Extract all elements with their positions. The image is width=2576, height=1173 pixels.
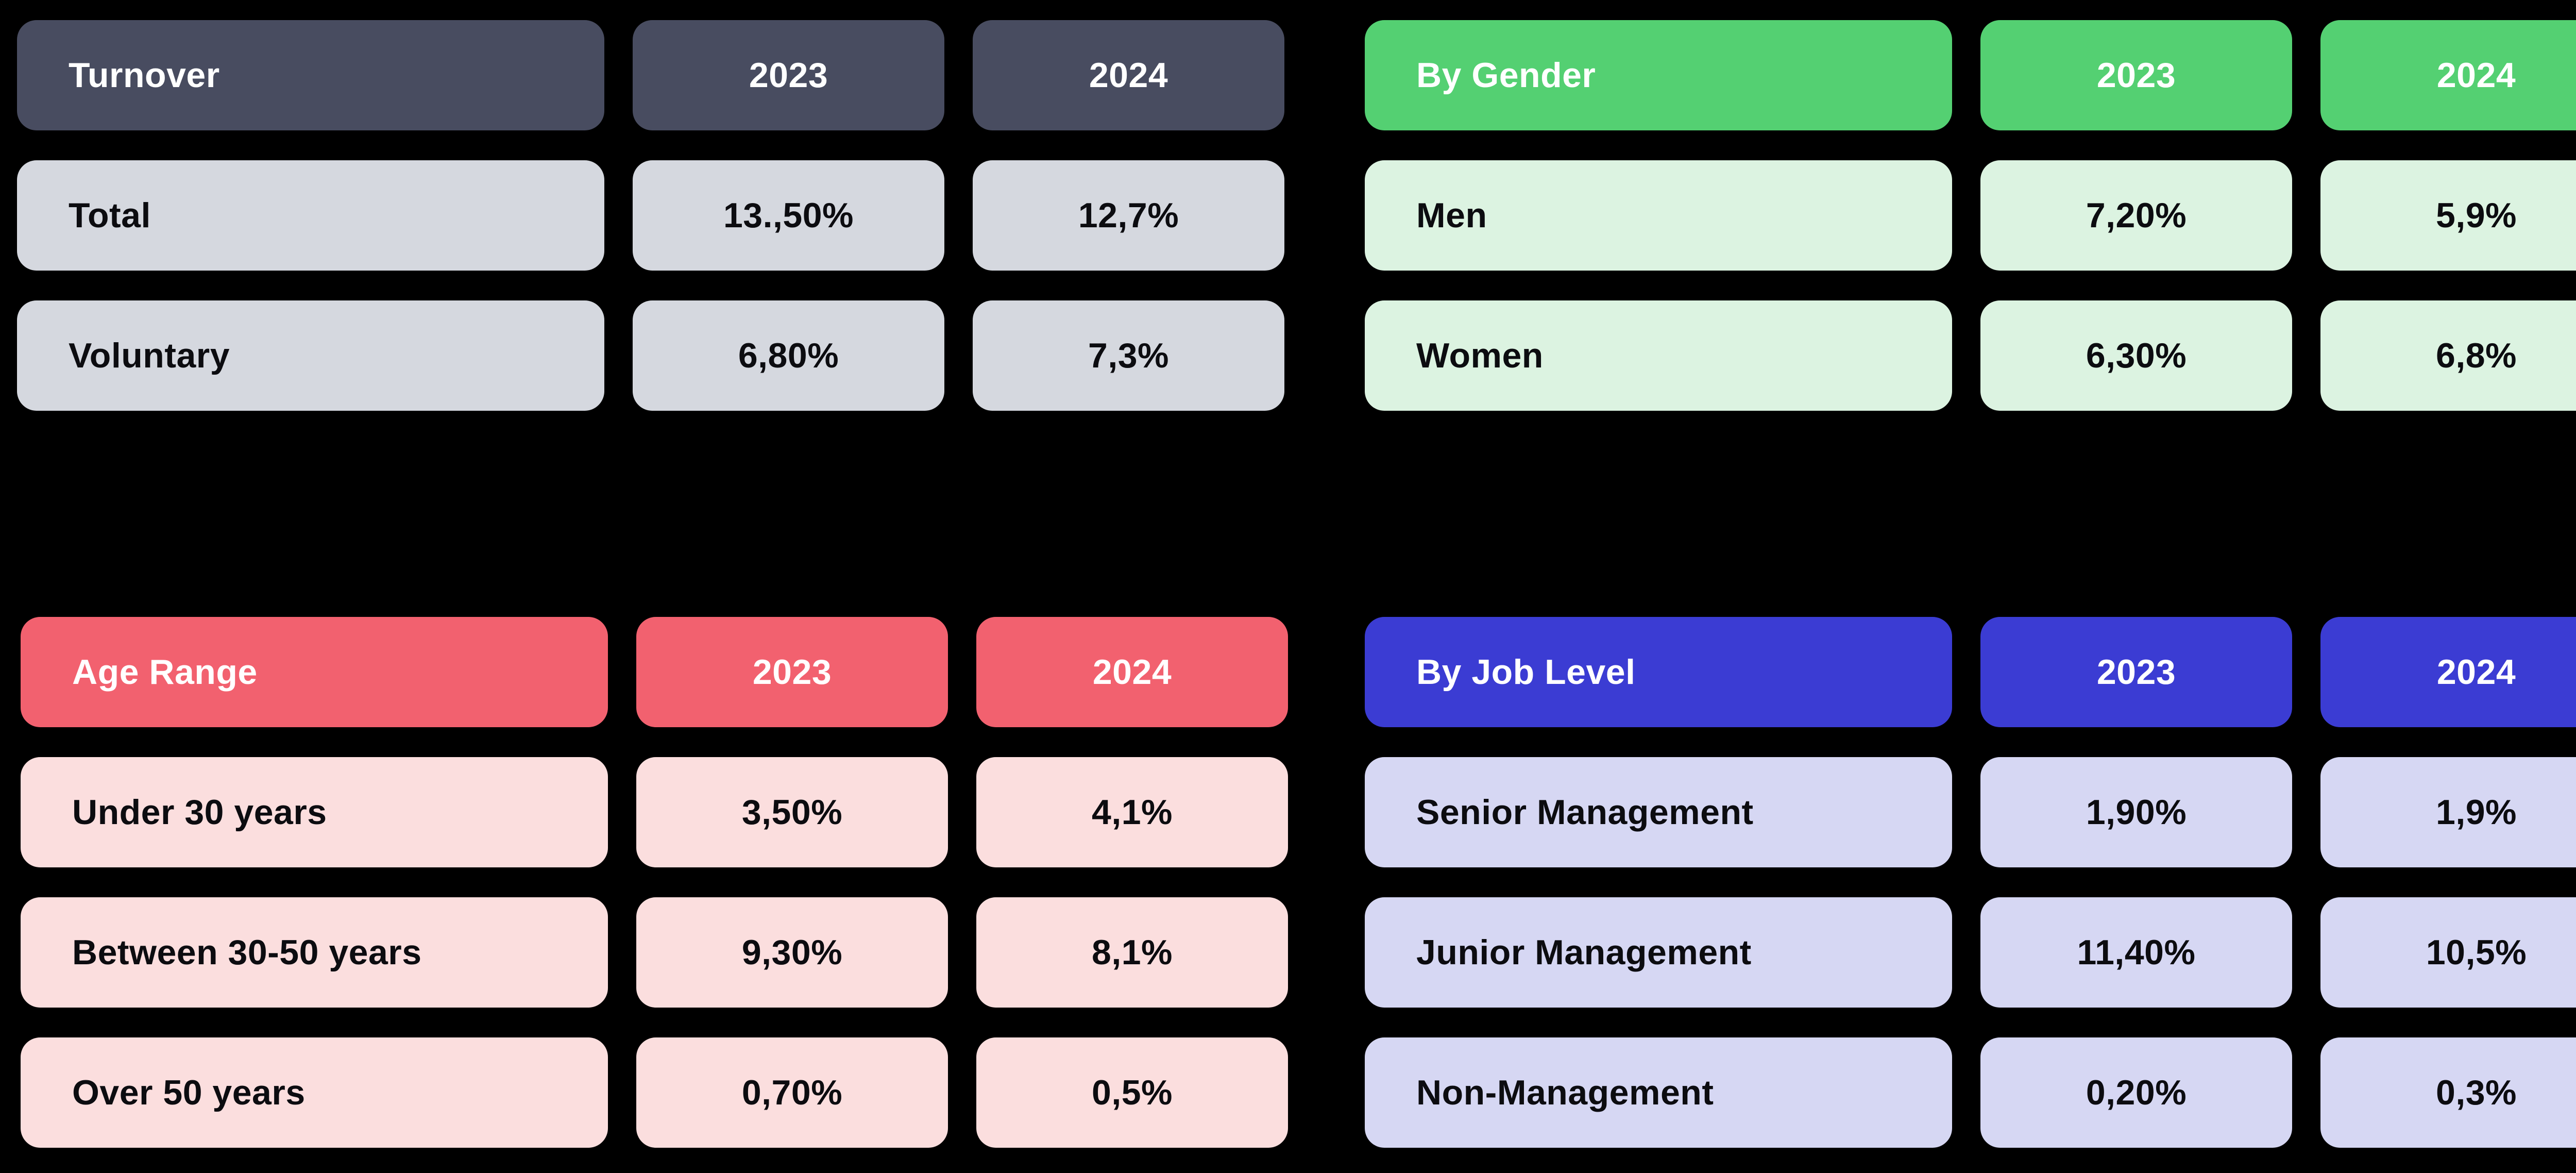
gender-row-women-2023-value: 6,30% bbox=[1980, 300, 2292, 411]
age-row-30to50-label: Between 30-50 years bbox=[21, 897, 608, 1008]
turnover-row-total-2024-value: 12,7% bbox=[973, 160, 1284, 271]
job-row-senior-2023-value: 1,90% bbox=[1980, 757, 2292, 867]
age-header-title: Age Range bbox=[21, 617, 608, 727]
job-row-junior-2024-value: 10,5% bbox=[2320, 897, 2576, 1008]
age-row-under30-2023-value: 3,50% bbox=[636, 757, 948, 867]
job-header-title: By Job Level bbox=[1365, 617, 1952, 727]
job-row-nonmgmt-2024-value: 0,3% bbox=[2320, 1037, 2576, 1148]
age-row-30to50-2023-value: 9,30% bbox=[636, 897, 948, 1008]
job-row-senior-2024-value: 1,9% bbox=[2320, 757, 2576, 867]
age-row-under30-2024-value: 4,1% bbox=[976, 757, 1288, 867]
turnover-header-title: Turnover bbox=[17, 20, 604, 130]
job-row-junior-2023-value: 11,40% bbox=[1980, 897, 2292, 1008]
job-row-junior-label: Junior Management bbox=[1365, 897, 1952, 1008]
turnover-header-year-2024: 2024 bbox=[973, 20, 1284, 130]
by-gender-table: By Gender 2023 2024 Men 7,20% 5,9% Women… bbox=[1365, 20, 2576, 411]
gender-row-men-label: Men bbox=[1365, 160, 1952, 271]
turnover-row-voluntary-label: Voluntary bbox=[17, 300, 604, 411]
age-row-30to50-2024-value: 8,1% bbox=[976, 897, 1288, 1008]
gender-row-women-label: Women bbox=[1365, 300, 1952, 411]
gender-row-women-2024-value: 6,8% bbox=[2320, 300, 2576, 411]
turnover-row-voluntary-2023-value: 6,80% bbox=[633, 300, 944, 411]
gender-header-year-2023: 2023 bbox=[1980, 20, 2292, 130]
age-row-over50-2023-value: 0,70% bbox=[636, 1037, 948, 1148]
job-row-nonmgmt-label: Non-Management bbox=[1365, 1037, 1952, 1148]
turnover-header-year-2023: 2023 bbox=[633, 20, 944, 130]
age-header-year-2024: 2024 bbox=[976, 617, 1288, 727]
age-row-under30-label: Under 30 years bbox=[21, 757, 608, 867]
gender-header-title: By Gender bbox=[1365, 20, 1952, 130]
job-row-nonmgmt-2023-value: 0,20% bbox=[1980, 1037, 2292, 1148]
age-header-year-2023: 2023 bbox=[636, 617, 948, 727]
turnover-row-total-label: Total bbox=[17, 160, 604, 271]
job-row-senior-label: Senior Management bbox=[1365, 757, 1952, 867]
turnover-row-total-2023-value: 13.,50% bbox=[633, 160, 944, 271]
job-header-year-2023: 2023 bbox=[1980, 617, 2292, 727]
age-row-over50-label: Over 50 years bbox=[21, 1037, 608, 1148]
gender-row-men-2024-value: 5,9% bbox=[2320, 160, 2576, 271]
age-range-table: Age Range 2023 2024 Under 30 years 3,50%… bbox=[21, 617, 1288, 1148]
age-row-over50-2024-value: 0,5% bbox=[976, 1037, 1288, 1148]
gender-row-men-2023-value: 7,20% bbox=[1980, 160, 2292, 271]
by-job-level-table: By Job Level 2023 2024 Senior Management… bbox=[1365, 617, 2576, 1148]
gender-header-year-2024: 2024 bbox=[2320, 20, 2576, 130]
job-header-year-2024: 2024 bbox=[2320, 617, 2576, 727]
turnover-table: Turnover 2023 2024 Total 13.,50% 12,7% V… bbox=[17, 20, 1284, 411]
turnover-row-voluntary-2024-value: 7,3% bbox=[973, 300, 1284, 411]
